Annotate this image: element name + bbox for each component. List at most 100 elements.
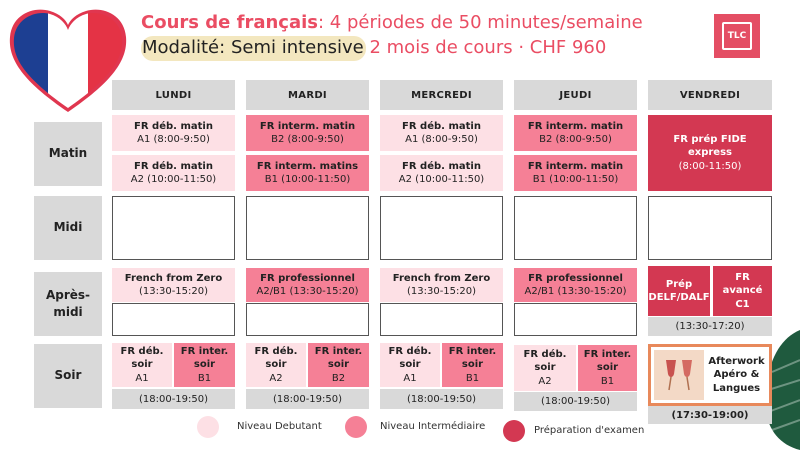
vendredi-pm-time: (13:30-17:20) — [648, 317, 772, 336]
course-level: A2 — [269, 372, 283, 384]
course-lundi-soir-a1[interactable]: FR déb. soir A1 — [112, 343, 172, 387]
tlc-logo-icon: TLC — [714, 14, 760, 58]
course-time: A2/B1 (13:30-15:20) — [524, 286, 627, 297]
legend-debutant-swatch — [197, 416, 219, 438]
course-mardi-soir-a2[interactable]: FR déb. soir A2 — [246, 343, 306, 387]
course-lundi-matin-a2[interactable]: FR déb. matin A2 (10:00-11:50) — [112, 155, 235, 191]
title-rest: : 4 périodes de 50 minutes/semaine — [317, 12, 643, 33]
course-vendredi-prep-delf-dalf[interactable]: Prép DELF/DALF — [648, 266, 710, 316]
course-level: B1 — [197, 372, 212, 384]
course-title: FR interm. matin — [527, 160, 624, 172]
course-title: Prép DELF/DALF — [648, 278, 710, 304]
row-header-apres-midi: Après- midi — [34, 272, 102, 336]
course-time: B1 (10:00-11:50) — [264, 174, 351, 185]
empty-slot-lundi-pm — [112, 303, 235, 336]
course-time: B2 (8:00-9:50) — [539, 134, 612, 145]
course-time: A2 (10:00-11:50) — [398, 174, 485, 185]
course-level: A2 — [538, 375, 552, 387]
course-title: FR déb. matin — [134, 120, 213, 132]
french-flag-heart-icon — [9, 9, 127, 112]
course-mardi-matin-b1[interactable]: FR interm. matins B1 (10:00-11:50) — [246, 155, 369, 191]
row-header-soir: Soir — [34, 344, 102, 408]
course-mardi-matin-b2[interactable]: FR interm. matin B2 (8:00-9:50) — [246, 115, 369, 151]
course-title: FR professionnel — [528, 272, 623, 284]
course-jeudi-soir-b1[interactable]: FR inter. soir B1 — [578, 345, 637, 391]
course-title: FR déb. matin — [402, 160, 481, 172]
course-title: FR inter. soir — [180, 345, 229, 371]
course-time: A1 (8:00-9:50) — [405, 134, 478, 145]
course-time: A1 (8:00-9:50) — [137, 134, 210, 145]
day-header-mardi: MARDI — [246, 80, 369, 110]
empty-slot-vendredi-midi — [648, 196, 772, 260]
course-title: FR déb. soir — [254, 345, 298, 371]
modalite-highlight — [141, 36, 366, 61]
legend-examen-swatch — [503, 420, 525, 442]
course-time: B1 (10:00-11:50) — [532, 174, 619, 185]
course-title: French from Zero — [392, 272, 491, 284]
empty-slot-jeudi-midi — [514, 196, 637, 260]
course-title: FR avancé C1 — [722, 271, 763, 310]
course-vendredi-afterwork[interactable]: Afterwork Apéro & Langues — [648, 344, 772, 406]
course-lundi-soir-b1[interactable]: FR inter. soir B1 — [174, 343, 235, 387]
course-mercredi-soir-b1[interactable]: FR inter. soir B1 — [442, 343, 503, 387]
title-bold: Cours de français — [141, 12, 318, 33]
course-mercredi-french-from-zero[interactable]: French from Zero (13:30-15:20) — [380, 268, 503, 302]
course-mercredi-matin-a1[interactable]: FR déb. matin A1 (8:00-9:50) — [380, 115, 503, 151]
day-header-vendredi: VENDREDI — [648, 80, 772, 110]
day-header-jeudi: JEUDI — [514, 80, 637, 110]
course-jeudi-soir-a2[interactable]: FR déb. soir A2 — [514, 345, 576, 391]
course-jeudi-matin-b1[interactable]: FR interm. matin B1 (10:00-11:50) — [514, 155, 637, 191]
wine-glasses-icon — [654, 350, 704, 400]
course-mercredi-matin-a2[interactable]: FR déb. matin A2 (10:00-11:50) — [380, 155, 503, 191]
course-title: FR déb. matin — [402, 120, 481, 132]
course-title: FR interm. matins — [256, 160, 359, 172]
legend-debutant-label: Niveau Debutant — [237, 421, 322, 432]
page-title: Cours de français: 4 périodes de 50 minu… — [141, 12, 643, 33]
empty-slot-mardi-midi — [246, 196, 369, 260]
course-title: French from Zero — [124, 272, 223, 284]
course-vendredi-fr-avance-c1[interactable]: FR avancé C1 — [713, 266, 772, 316]
course-vendredi-fide-express[interactable]: FR prép FIDE express (8:00-11:50) — [648, 115, 772, 191]
course-title: FR prép FIDE express — [673, 133, 747, 159]
course-time: (13:30-15:20) — [138, 286, 209, 297]
palm-leaf-icon — [765, 330, 800, 450]
course-title: FR inter. soir — [583, 348, 632, 374]
legend-examen-label: Préparation d'examen — [534, 425, 645, 436]
day-header-mercredi: MERCREDI — [380, 80, 503, 110]
course-title: FR interm. matin — [527, 120, 624, 132]
course-title: FR inter. soir — [314, 345, 363, 371]
legend-intermediaire-swatch — [345, 416, 367, 438]
lundi-soir-time: (18:00-19:50) — [112, 389, 235, 409]
course-time: B2 (8:00-9:50) — [271, 134, 344, 145]
row-header-midi: Midi — [34, 196, 102, 260]
logo-text: TLC — [727, 31, 747, 41]
course-level: A1 — [403, 372, 417, 384]
modalite-line: Modalité: Semi intensive 2 mois de cours… — [142, 37, 606, 58]
apres-midi-line1: Après- — [45, 287, 91, 302]
course-level: A1 — [135, 372, 149, 384]
empty-slot-jeudi-pm — [514, 303, 637, 336]
course-jeudi-fr-professionnel[interactable]: FR professionnel A2/B1 (13:30-15:20) — [514, 268, 637, 302]
mercredi-soir-time: (18:00-19:50) — [380, 389, 503, 409]
vendredi-soir-time: (17:30-19:00) — [648, 406, 772, 424]
course-time: (8:00-11:50) — [678, 160, 742, 172]
course-time: (13:30-15:20) — [406, 286, 477, 297]
course-jeudi-matin-b2[interactable]: FR interm. matin B2 (8:00-9:50) — [514, 115, 637, 151]
course-level: B1 — [465, 372, 480, 384]
course-title: FR déb. soir — [523, 348, 567, 374]
course-time: A2/B1 (13:30-15:20) — [256, 286, 359, 297]
duration-price: 2 mois de cours · CHF 960 — [363, 37, 607, 58]
jeudi-soir-time: (18:00-19:50) — [514, 392, 637, 411]
modalite-value: Semi intensive — [230, 37, 364, 58]
course-mercredi-soir-a1[interactable]: FR déb. soir A1 — [380, 343, 440, 387]
course-title: FR inter. soir — [448, 345, 497, 371]
empty-slot-mercredi-midi — [380, 196, 503, 260]
course-title: FR déb. matin — [134, 160, 213, 172]
course-title: FR professionnel — [260, 272, 355, 284]
course-title: FR déb. soir — [120, 345, 164, 371]
afterwork-title: Afterwork Apéro & Langues — [708, 355, 765, 394]
course-lundi-french-from-zero[interactable]: French from Zero (13:30-15:20) — [112, 268, 235, 302]
course-lundi-matin-a1[interactable]: FR déb. matin A1 (8:00-9:50) — [112, 115, 235, 151]
course-mardi-fr-professionnel[interactable]: FR professionnel A2/B1 (13:30-15:20) — [246, 268, 369, 302]
course-mardi-soir-b2[interactable]: FR inter. soir B2 — [308, 343, 369, 387]
